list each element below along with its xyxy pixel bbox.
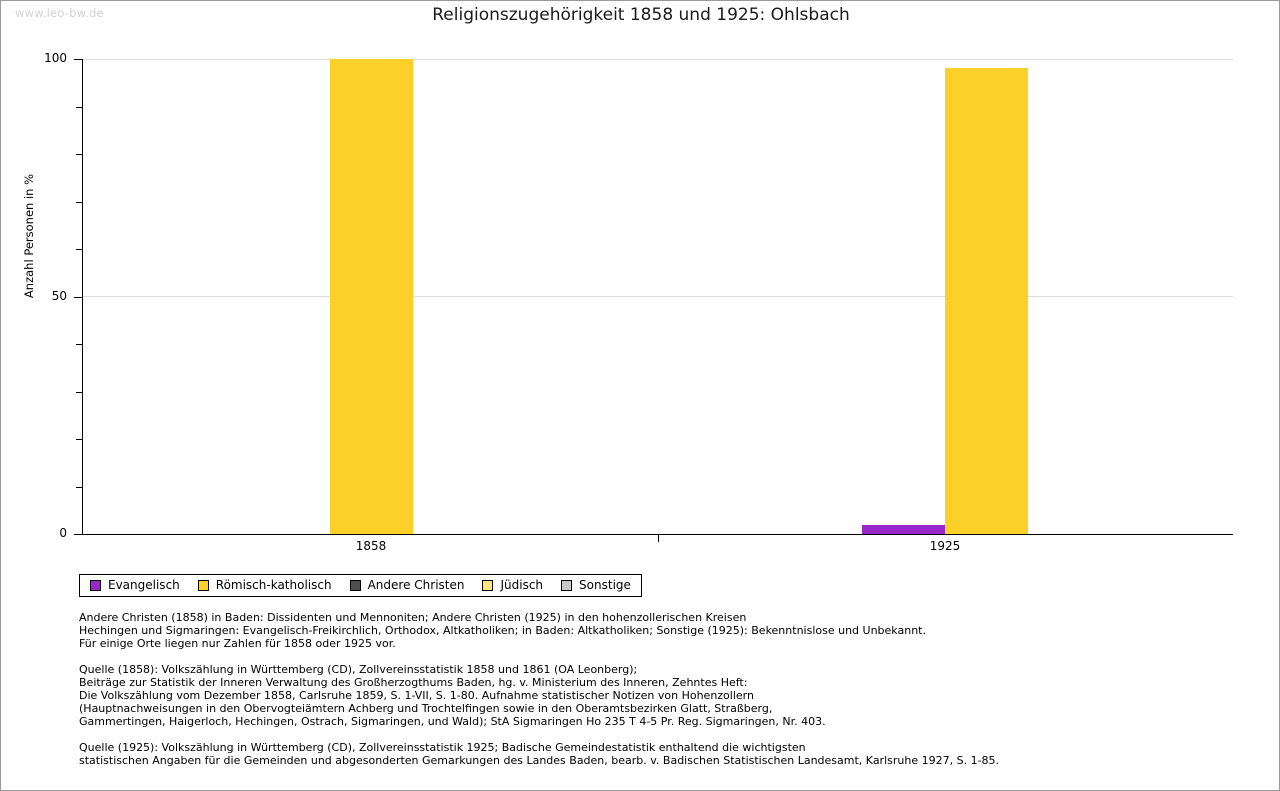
bar-1925-evangelisch: [862, 524, 945, 534]
legend-item-label: Andere Christen: [367, 578, 465, 592]
note-definition-line-1: Andere Christen (1858) in Baden: Disside…: [79, 611, 747, 624]
gridline-100: [83, 59, 1233, 60]
x-axis-label-1858: 1858: [355, 539, 387, 553]
notes-definitions: Andere Christen (1858) in Baden: Disside…: [79, 611, 926, 650]
source-1858-line-5: Gammertingen, Haigerloch, Hechingen, Ost…: [79, 715, 826, 729]
plot-area: [83, 59, 1233, 534]
legend-swatch-icon: [561, 579, 573, 591]
legend-swatch-icon: [197, 579, 209, 591]
y-tick-50: [74, 296, 83, 298]
legend-item-sonstige[interactable]: Sonstige: [561, 579, 631, 591]
bar-1858-r-misch-katholisch: [329, 59, 413, 534]
source-1858-line-2: Beiträge zur Statistik der Inneren Verwa…: [79, 676, 748, 690]
legend-item-r-misch-katholisch[interactable]: Römisch-katholisch: [197, 578, 332, 592]
legend-item-andere-christen[interactable]: Andere Christen: [349, 578, 465, 592]
y-tick-40: [76, 344, 83, 345]
source-note-1858: Quelle (1858): Volkszählung in Württembe…: [79, 663, 826, 728]
gridline-50: [83, 296, 1233, 297]
legend-item-label: Sonstige: [579, 578, 631, 592]
source-1925-line-1: Quelle (1925): Volkszählung in Württembe…: [79, 741, 806, 754]
y-tick-label-50: 50: [51, 288, 67, 303]
y-tick-10: [76, 486, 83, 488]
source-1858-line-4: (Hauptnachweisungen in den Obervogteiämt…: [79, 702, 773, 716]
chart-legend: Evangelisch Römisch-katholisch Andere Chri…: [79, 574, 642, 597]
y-tick-30: [76, 391, 83, 393]
y-tick-80: [76, 154, 83, 155]
y-tick-60: [76, 249, 83, 250]
y-tick-0: [74, 534, 83, 535]
note-definition-line-3: Für einige Orte liegen nur Zahlen für 18…: [79, 637, 396, 651]
y-tick-70: [76, 201, 83, 203]
page-title: Religionszugehörigkeit 1858 und 1925: Oh…: [432, 5, 850, 25]
y-tick-label-100: 100: [44, 51, 67, 65]
y-axis-title: Anzahl Personen in %: [22, 173, 36, 299]
legend-item-label: Jüdisch: [500, 578, 544, 592]
legend-item-evangelisch[interactable]: Evangelisch: [90, 579, 180, 591]
source-1858-line-1: Quelle (1858): Volkszählung in Württembe…: [79, 663, 638, 676]
legend-swatch-icon: [90, 579, 101, 591]
note-definition-line-2: Hechingen und Sigmaringen: Evangelisch-F…: [79, 624, 926, 638]
x-axis-line: [83, 534, 1233, 536]
legend-item-label: Römisch-katholisch: [215, 578, 332, 592]
y-tick-20: [76, 439, 83, 440]
legend-swatch-icon: [349, 579, 361, 591]
source-note-1925: Quelle (1925): Volkszählung in Württembe…: [79, 741, 999, 767]
x-axis-tick-center: [658, 535, 659, 542]
legend-item-label: Evangelisch: [108, 578, 180, 592]
x-axis-label-1925: 1925: [929, 539, 961, 553]
y-tick-90: [76, 106, 83, 108]
y-tick-100: [74, 59, 83, 60]
bar-1925-r-misch-katholisch: [945, 68, 1028, 534]
source-1858-line-3: Die Volkszählung vom Dezember 1858, Carl…: [79, 689, 754, 703]
watermark-leo-bw: www.leo-bw.de: [15, 6, 104, 20]
source-1925-line-2: statistischen Angaben für die Gemeinden …: [79, 754, 1000, 768]
legend-swatch-icon: [482, 579, 494, 591]
legend-item-j-disch[interactable]: Jüdisch: [482, 579, 543, 591]
y-tick-label-0: 0: [59, 526, 67, 540]
